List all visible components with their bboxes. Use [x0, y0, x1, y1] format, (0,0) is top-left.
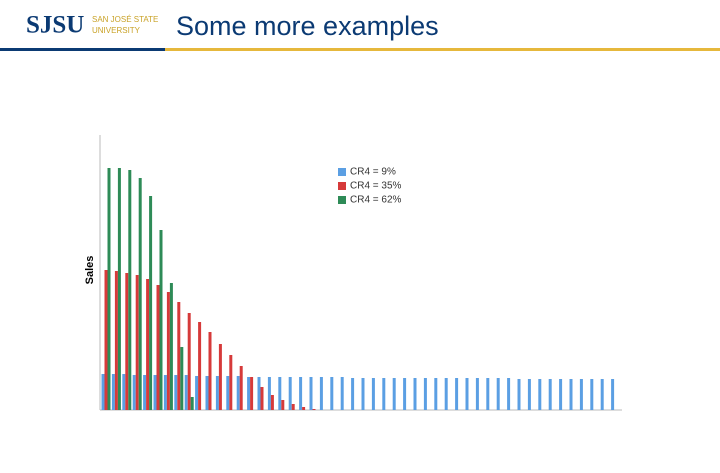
- bar: [208, 332, 212, 410]
- logo: SJSU: [26, 12, 84, 39]
- bar: [309, 377, 313, 410]
- bar: [229, 355, 233, 410]
- bar: [117, 168, 121, 410]
- bar: [600, 379, 604, 410]
- bar: [132, 375, 136, 410]
- bar: [278, 377, 282, 410]
- bar: [111, 374, 115, 410]
- bar: [267, 377, 271, 410]
- bar: [247, 377, 251, 410]
- bar: [319, 377, 323, 410]
- bar: [270, 395, 274, 410]
- bar: [371, 378, 375, 410]
- bar: [166, 292, 170, 410]
- logo-line: SAN JOSÉ STATE: [92, 15, 158, 24]
- bar: [101, 374, 105, 410]
- bar: [236, 376, 240, 410]
- bar: [302, 407, 306, 410]
- bar: [195, 376, 199, 410]
- bar: [340, 377, 344, 410]
- bar: [281, 400, 285, 410]
- bar: [260, 387, 264, 410]
- bar: [434, 378, 438, 410]
- bar: [128, 170, 132, 410]
- legend-label: CR4 = 35%: [350, 181, 402, 192]
- bar: [177, 302, 181, 410]
- bar: [159, 230, 163, 410]
- bar: [590, 379, 594, 410]
- bar: [125, 273, 129, 410]
- bar: [475, 378, 479, 410]
- bar: [455, 378, 459, 410]
- bar: [351, 378, 355, 410]
- bar: [218, 344, 222, 410]
- header-rule: [165, 48, 720, 51]
- bar: [486, 378, 490, 410]
- bar: [444, 378, 448, 410]
- bar: [198, 322, 202, 410]
- legend-swatch: [338, 168, 346, 176]
- y-axis-label: Sales: [84, 256, 96, 285]
- legend-swatch: [338, 182, 346, 190]
- bar: [569, 379, 573, 410]
- bar: [180, 347, 184, 410]
- bar: [312, 409, 316, 410]
- bar: [174, 375, 178, 410]
- bar: [548, 379, 552, 410]
- bar: [107, 168, 111, 410]
- bar: [187, 313, 191, 410]
- bar: [257, 377, 261, 410]
- bar: [149, 196, 153, 410]
- bar: [215, 376, 219, 410]
- bar: [559, 379, 563, 410]
- legend-label: CR4 = 9%: [350, 167, 396, 178]
- bar: [330, 377, 334, 410]
- bar: [423, 378, 427, 410]
- bar: [143, 375, 147, 410]
- bar: [382, 378, 386, 410]
- bar: [611, 379, 615, 410]
- bar: [184, 375, 188, 410]
- header-rule: [0, 48, 165, 51]
- bar: [361, 378, 365, 410]
- bar: [104, 270, 108, 410]
- bar: [465, 378, 469, 410]
- bar: [138, 178, 142, 410]
- bar: [250, 377, 254, 410]
- bar: [190, 397, 194, 410]
- bar: [392, 378, 396, 410]
- bar: [403, 378, 407, 410]
- bar: [146, 279, 150, 410]
- legend-label: CR4 = 62%: [350, 195, 402, 206]
- slide-title: Some more examples: [176, 11, 439, 41]
- bar: [579, 379, 583, 410]
- bar: [163, 375, 167, 410]
- bar: [156, 285, 160, 410]
- bar: [517, 379, 521, 410]
- bar: [288, 377, 292, 410]
- bar: [122, 374, 126, 410]
- bar: [205, 376, 209, 410]
- legend-swatch: [338, 196, 346, 204]
- bar: [153, 375, 157, 410]
- bar: [507, 378, 511, 410]
- bar: [239, 366, 243, 410]
- bar: [169, 283, 173, 410]
- bar: [413, 378, 417, 410]
- bar: [291, 404, 295, 410]
- bar: [527, 379, 531, 410]
- logo-line: UNIVERSITY: [92, 26, 141, 35]
- bar: [538, 379, 542, 410]
- bar: [299, 377, 303, 410]
- bar: [135, 275, 139, 410]
- bar: [114, 271, 118, 410]
- bar: [226, 376, 230, 410]
- bar: [496, 378, 500, 410]
